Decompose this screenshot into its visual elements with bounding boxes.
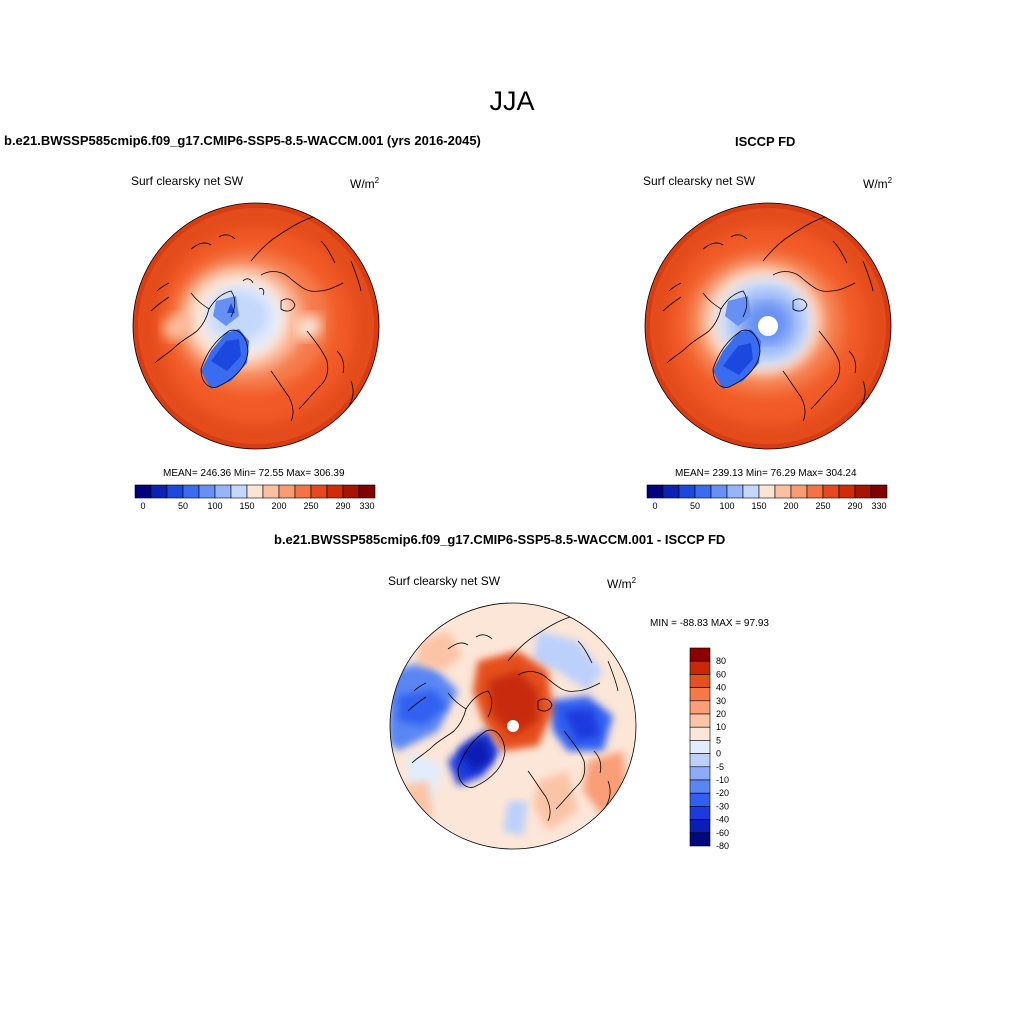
diff-colorbar-tick-label: -10 (716, 775, 729, 785)
obs-colorbar-swatch (870, 484, 888, 499)
diff-colorbar-swatch (689, 726, 711, 741)
obs-stats: MEAN= 239.13 Min= 76.29 Max= 304.24 (675, 468, 857, 479)
obs-colorbar-swatch (774, 484, 792, 499)
diff-colorbar-tick-label: -20 (716, 788, 729, 798)
diff-colorbar: 80 60 40 30 20 10 5 0 -5 -10 -20 -30 -40 -60 -80 (689, 647, 729, 851)
diff-colorbar-tick-label: 5 (716, 735, 721, 745)
diff-colorbar-swatch (689, 779, 711, 794)
figure-title: JJA (489, 86, 535, 116)
obs-colorbar-swatch (838, 484, 856, 499)
diff-colorbar-tick-label: -40 (716, 815, 729, 825)
obs-colorbar-swatch (742, 484, 760, 499)
model-colorbar-swatch (150, 484, 168, 499)
model-colorbar-tick-label: 330 (359, 501, 374, 511)
model-colorbar-tick-label: 100 (207, 501, 222, 511)
diff-colorbar-tick-label: 60 (716, 669, 726, 679)
obs-variable-label: Surf clearsky net SW (643, 174, 756, 188)
diff-colorbar-tick-label: -30 (716, 801, 729, 811)
model-colorbar-swatch (246, 484, 264, 499)
diff-colorbar-swatch (689, 766, 711, 781)
obs-colorbar-swatch (854, 484, 872, 499)
diff-colorbar-tick-label: 80 (716, 656, 726, 666)
obs-panel-title: ISCCP FD (735, 134, 796, 149)
obs-colorbar-tick-label: 330 (871, 501, 886, 511)
obs-colorbar-tick-label: 290 (847, 501, 862, 511)
diff-colorbar-tick-label: 40 (716, 683, 726, 693)
diff-colorbar-swatch (689, 806, 711, 820)
model-colorbar-tick-label: 290 (335, 501, 350, 511)
diff-colorbar-swatch (689, 753, 711, 768)
diff-polar-map (389, 602, 637, 850)
model-colorbar-tick-label: 50 (178, 501, 188, 511)
diff-colorbar-tick-label: 10 (716, 722, 726, 732)
diff-variable-label: Surf clearsky net SW (388, 574, 501, 588)
model-panel-title: b.e21.BWSSP585cmip6.f09_g17.CMIP6-SSP5-8… (4, 133, 481, 148)
model-colorbar-swatch (262, 484, 280, 499)
obs-colorbar-swatch (662, 484, 680, 499)
diff-colorbar-tick-label: -60 (716, 828, 729, 838)
diff-colorbar-swatch (689, 740, 711, 754)
diff-colorbar-swatch (689, 792, 711, 807)
obs-colorbar-swatch (758, 484, 776, 499)
model-variable-label: Surf clearsky net SW (131, 174, 244, 188)
diff-colorbar-tick-label: -5 (716, 762, 724, 772)
diff-colorbar-tick-label: 0 (716, 749, 721, 759)
diff-panel-title: b.e21.BWSSP585cmip6.f09_g17.CMIP6-SSP5-8… (274, 532, 726, 547)
model-colorbar-swatch (182, 484, 200, 499)
diff-units-label: W/m2 (607, 576, 637, 591)
obs-colorbar-swatch (646, 484, 664, 499)
obs-colorbar-tick-label: 250 (815, 501, 830, 511)
model-colorbar-swatch (230, 484, 248, 499)
obs-units-label: W/m2 (863, 176, 893, 191)
diff-stats: MIN = -88.83 MAX = 97.93 (650, 618, 769, 629)
model-colorbar-tick-label: 200 (271, 501, 286, 511)
obs-colorbar-swatch (806, 484, 824, 499)
obs-colorbar: 0 50 100 150 200 250 290 330 (646, 484, 888, 511)
model-polar-map (132, 202, 380, 450)
diff-colorbar-swatch (689, 674, 711, 688)
obs-colorbar-swatch (694, 484, 712, 499)
obs-polar-map (644, 202, 892, 450)
model-colorbar-swatch (294, 484, 312, 499)
diff-colorbar-swatch (689, 819, 711, 834)
diff-colorbar-swatch (689, 660, 711, 675)
obs-colorbar-tick-label: 0 (652, 501, 657, 511)
obs-colorbar-tick-label: 100 (719, 501, 734, 511)
model-colorbar-swatch (326, 484, 344, 499)
model-colorbar-tick-label: 0 (140, 501, 145, 511)
obs-colorbar-tick-label: 200 (783, 501, 798, 511)
model-colorbar-tick-label: 150 (239, 501, 254, 511)
diff-colorbar-swatch (689, 713, 711, 728)
model-colorbar-swatch (198, 484, 216, 499)
model-colorbar-swatch (310, 484, 328, 499)
obs-colorbar-swatch (790, 484, 808, 499)
diff-colorbar-tick-label: 20 (716, 709, 726, 719)
model-colorbar-swatch (214, 484, 232, 499)
obs-colorbar-tick-label: 150 (751, 501, 766, 511)
model-colorbar-swatch (278, 484, 296, 499)
diff-colorbar-swatch (689, 687, 711, 702)
model-colorbar-tick-label: 250 (303, 501, 318, 511)
model-colorbar: 0 50 100 150 200 250 290 330 (134, 484, 376, 511)
obs-colorbar-swatch (822, 484, 840, 499)
obs-colorbar-swatch (726, 484, 744, 499)
model-colorbar-swatch (134, 484, 152, 499)
obs-colorbar-swatch (678, 484, 696, 499)
diff-colorbar-swatch (689, 647, 711, 662)
diff-colorbar-swatch (689, 832, 711, 847)
model-stats: MEAN= 246.36 Min= 72.55 Max= 306.39 (163, 468, 345, 479)
model-colorbar-swatch (166, 484, 184, 499)
model-colorbar-swatch (342, 484, 360, 499)
diff-colorbar-tick-label: 30 (716, 696, 726, 706)
obs-colorbar-swatch (710, 484, 728, 499)
diff-colorbar-swatch (689, 700, 711, 715)
diff-colorbar-tick-label: -80 (716, 841, 729, 851)
obs-colorbar-tick-label: 50 (690, 501, 700, 511)
model-units-label: W/m2 (350, 176, 380, 191)
model-colorbar-swatch (358, 484, 376, 499)
